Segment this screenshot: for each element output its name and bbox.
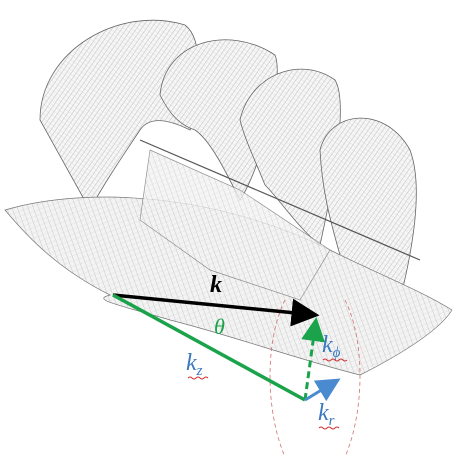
label-kr: kr <box>318 400 335 429</box>
diagram: k θ kz kϕ kr <box>0 0 461 457</box>
label-base: k <box>322 332 333 358</box>
helical-surface <box>5 20 452 375</box>
kr-arrow <box>305 380 338 400</box>
label-kz: kz <box>186 350 203 379</box>
label-sub: ϕ <box>333 345 341 361</box>
label-base: k <box>186 350 197 376</box>
label-base: k <box>318 400 329 426</box>
label-theta: θ <box>214 314 225 339</box>
label-sub: z <box>196 363 203 379</box>
label-k: k <box>210 272 222 298</box>
